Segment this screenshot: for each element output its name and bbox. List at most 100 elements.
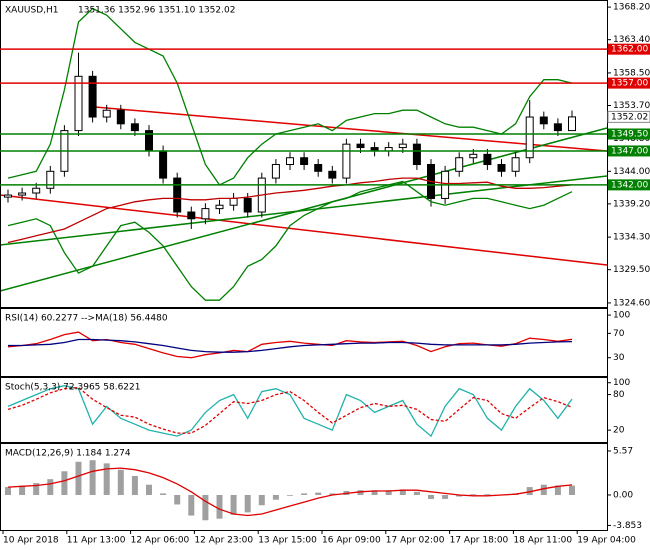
x-tick-label: 19 Apr 04:00 — [577, 536, 636, 546]
histogram-bar — [470, 494, 477, 495]
histogram-bar — [315, 492, 322, 495]
indicator-line — [7, 385, 573, 438]
indicator-line — [7, 180, 573, 301]
candle-body — [88, 75, 97, 118]
histogram-bar — [89, 460, 96, 495]
histogram-bar — [399, 489, 406, 495]
x-tick-label: 13 Apr 15:00 — [258, 536, 317, 546]
panel-title: RSI(14) 60.2277 -->MA(18) 56.4480 — [5, 314, 168, 324]
y-tick-label: 80 — [613, 390, 625, 400]
histogram-bar — [202, 494, 209, 521]
level-label: 1342.00 — [611, 180, 648, 190]
last-price-box — [607, 110, 650, 123]
candle-body — [286, 157, 294, 166]
histogram-bar — [301, 493, 308, 495]
panel-title: XAUUSD,H1 — [5, 6, 59, 16]
y-tick-label: 1324.60 — [613, 298, 650, 308]
level-label-box — [608, 43, 650, 55]
candle-body — [412, 143, 421, 166]
trend-line — [94, 106, 608, 152]
candle-body — [46, 170, 55, 189]
candle-body — [159, 150, 168, 179]
candle-body — [469, 153, 478, 159]
histogram-bar — [540, 484, 547, 495]
x-tick-label: 11 Apr 13:00 — [67, 536, 126, 546]
candle-body — [342, 143, 351, 179]
indicator-line — [7, 467, 573, 517]
histogram-bar — [371, 490, 378, 495]
candle-body — [215, 204, 224, 210]
level-label-box — [608, 179, 650, 191]
histogram-bar — [413, 491, 420, 495]
x-tick-label: 18 Apr 11:00 — [513, 536, 572, 546]
candle-body — [229, 197, 238, 206]
candle-body — [271, 164, 280, 179]
histogram-bar — [5, 487, 11, 495]
candle-body — [568, 116, 576, 132]
panel-frame — [0, 443, 608, 531]
y-tick-label: 1339.20 — [613, 199, 650, 209]
candle-body — [300, 157, 309, 166]
x-tick-label: 16 Apr 09:00 — [322, 536, 381, 546]
y-tick-label: 100 — [613, 311, 630, 321]
candle-body — [483, 153, 492, 166]
histogram-bar — [117, 469, 124, 495]
panel-frame — [0, 377, 608, 443]
candle-body — [497, 164, 506, 172]
y-tick-label: 70 — [613, 329, 625, 339]
histogram-bar — [554, 485, 561, 495]
last-price-label: 1352.02 — [611, 112, 648, 122]
candle-body — [328, 170, 337, 179]
y-tick-label: 1358.50 — [613, 68, 650, 78]
indicator-line — [8, 338, 573, 353]
x-tick-label: 17 Apr 18:00 — [450, 536, 509, 546]
candle-body — [243, 197, 252, 213]
candle-body — [130, 123, 139, 132]
level-label-box — [608, 128, 650, 140]
histogram-bar — [174, 494, 181, 505]
candle-body — [356, 143, 365, 149]
candle-body — [553, 123, 562, 132]
indicator-line — [7, 7, 573, 186]
histogram-bar — [329, 493, 336, 495]
histogram-bar — [484, 494, 491, 495]
level-label: 1349.50 — [611, 129, 648, 139]
x-tick-label: 17 Apr 02:00 — [386, 536, 445, 546]
y-tick-label: 1368.20 — [613, 3, 650, 13]
histogram-bar — [442, 494, 449, 499]
y-tick-label: 20 — [613, 426, 625, 436]
histogram-bar — [230, 494, 237, 515]
candle-body — [398, 143, 407, 149]
level-label: 1357.00 — [611, 79, 648, 89]
histogram-bar — [131, 476, 138, 495]
candle-body — [173, 177, 182, 213]
candle-body — [455, 157, 464, 172]
panel-frame — [0, 0, 608, 308]
x-tick-label: 12 Apr 06:00 — [131, 536, 190, 546]
panel-title: Stoch(5,3,3) 72.3965 58.6221 — [5, 383, 140, 393]
y-tick-label: 100 — [613, 378, 630, 388]
level-label: 1347.00 — [611, 146, 648, 156]
candle-body — [32, 187, 41, 194]
histogram-bar — [61, 471, 68, 495]
histogram-bar — [428, 494, 434, 499]
histogram-bar — [146, 484, 152, 495]
panel-subtitle: 1351.36 1352.96 1351.10 1352.02 — [78, 6, 235, 16]
histogram-bar — [160, 493, 167, 495]
y-tick-label: 1334.30 — [613, 233, 650, 243]
histogram-bar — [19, 485, 26, 495]
histogram-bar — [33, 483, 40, 495]
y-tick-label: 1363.40 — [613, 35, 650, 45]
histogram-bar — [272, 494, 279, 500]
trend-line — [0, 127, 608, 292]
candle-body — [4, 194, 12, 198]
histogram-bar — [357, 490, 364, 495]
x-tick-label: 10 Apr 2018 — [3, 536, 59, 546]
histogram-bar — [569, 485, 575, 495]
signal-line — [7, 386, 573, 434]
level-label-box — [608, 77, 650, 89]
y-tick-label: 1329.50 — [613, 265, 650, 275]
y-tick-label: 5.57 — [613, 446, 633, 456]
candle-body — [74, 75, 83, 132]
